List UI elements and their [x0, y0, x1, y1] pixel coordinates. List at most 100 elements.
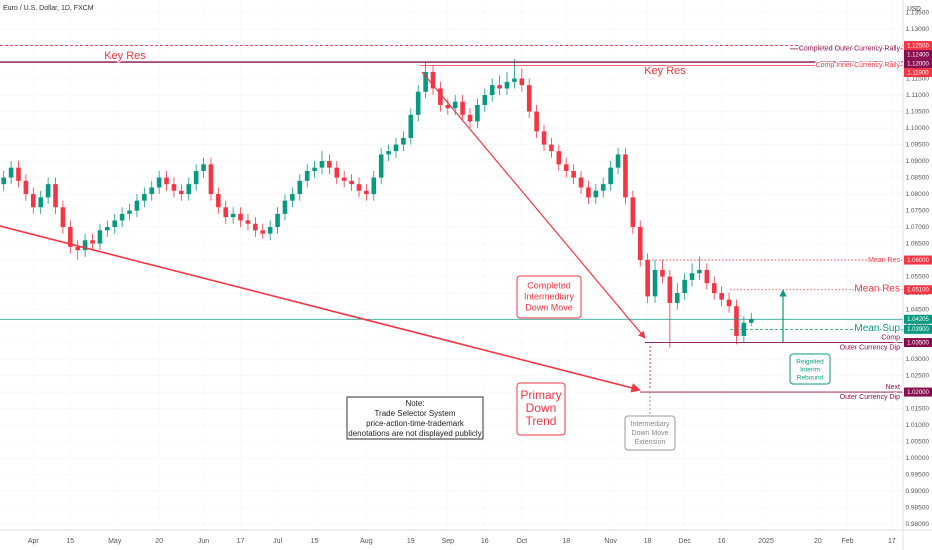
candle-body [97, 230, 103, 244]
level-note: Key Res [104, 50, 146, 62]
candle-body [563, 164, 569, 171]
candle-body [719, 293, 724, 300]
level-label: Comp [881, 334, 900, 341]
y-tick-label: 0.98500 [906, 504, 930, 511]
callout-text: Down Move [525, 302, 573, 312]
levels: Completed Outer Currency Rally Key Res Com… [0, 44, 903, 402]
candle-body [38, 197, 44, 208]
price-tag-label: 1.11900 [907, 70, 929, 76]
candle-body [608, 167, 613, 185]
candle-body [504, 81, 510, 89]
candle-body [105, 227, 110, 231]
candles [1, 58, 754, 348]
x-tick-label: 17 [888, 538, 896, 545]
candle-body [660, 269, 665, 277]
level-label: Comp Inner Currency Rally [816, 62, 901, 69]
candle-body [571, 170, 576, 178]
candle-body [267, 227, 273, 234]
x-tick-label: 15 [66, 538, 74, 545]
candle-body [460, 101, 465, 115]
candle-body [16, 167, 21, 181]
candle-body [8, 167, 14, 178]
candle-body [430, 71, 436, 89]
level-note: Key Res [644, 65, 686, 77]
note-text: denotations are not displayed publicly [348, 429, 481, 438]
candle-body [327, 161, 332, 168]
y-tick-label: 1.07000 [906, 224, 930, 231]
candle-body [489, 85, 495, 96]
y-tick-label: 1.01500 [906, 405, 930, 412]
level-label: Mean Sup [854, 323, 900, 334]
candle-body [90, 240, 95, 244]
y-tick-label: 1.05500 [906, 273, 930, 280]
price-tag [904, 285, 932, 295]
callout-text: Down Move [632, 430, 669, 437]
x-tick-label: Aug [360, 538, 373, 545]
candle-body [179, 190, 184, 195]
candle-body [378, 154, 384, 178]
price-tag-label: 1.12000 [907, 61, 929, 67]
price-tag [904, 255, 932, 265]
candle-body [282, 200, 288, 214]
primary-trend-line [0, 225, 641, 393]
candle-body [31, 194, 36, 208]
candle-body [304, 170, 310, 181]
y-tick-label: 1.09000 [906, 158, 930, 165]
y-tick-label: 1.13500 [906, 9, 930, 16]
candle-body [68, 227, 73, 247]
x-tick-label: 15 [311, 538, 319, 545]
candle-body [704, 269, 710, 284]
price-tag [904, 50, 932, 60]
callout: Primary Down Trend [516, 382, 566, 436]
price-tag-label: 1.06000 [907, 258, 929, 264]
price-tag [904, 41, 932, 51]
candle-body [297, 180, 303, 195]
y-tick-label: 1.13000 [906, 26, 930, 33]
candle-body [53, 184, 58, 208]
candle-body [312, 167, 317, 171]
candle-body [371, 177, 377, 195]
candle-body [60, 207, 66, 228]
candle-body [534, 111, 539, 132]
level-label: Mean Res [854, 283, 900, 294]
candle-body [615, 154, 621, 168]
grid [0, 12, 903, 525]
level-label: Outer Currency Dip [840, 394, 900, 401]
x-tick-label: 16 [718, 538, 726, 545]
callout-box [516, 382, 566, 436]
candle-body [623, 154, 628, 198]
candle-body [637, 227, 643, 261]
candle-body [230, 213, 236, 218]
x-tick-label: Apr [28, 538, 40, 545]
currency: USD [907, 6, 921, 13]
candle-body [341, 177, 347, 181]
y-tick-label: 1.10000 [906, 125, 930, 132]
callout-text: Rebound [797, 375, 824, 382]
y-tick-label: 1.08500 [906, 174, 930, 181]
candle-body [134, 200, 140, 211]
candle-body [734, 306, 739, 336]
candle-body [164, 177, 169, 185]
candle-body [208, 164, 214, 195]
candle-body [652, 269, 658, 297]
y-tick-label: 1.07500 [906, 207, 930, 214]
x-tick-label: 16 [481, 538, 489, 545]
candle-body [586, 187, 591, 198]
level-label: Completed Outer Currency Rally [799, 46, 901, 53]
price-tag [904, 68, 932, 78]
candle-body [578, 177, 584, 188]
callout-text: Down [526, 401, 557, 415]
candle-body [674, 293, 680, 303]
candle-body [526, 85, 532, 112]
price-tag-label: 1.02000 [907, 390, 929, 396]
candle-body [689, 273, 695, 280]
candle-body [438, 88, 443, 105]
x-tick-label: Jun [198, 538, 209, 545]
price-tag-label: 1.03500 [907, 340, 929, 346]
candle-body [45, 184, 51, 198]
candle-body [319, 161, 325, 168]
y-tick-label: 0.99500 [906, 471, 930, 478]
price-tag-label: 1.05100 [907, 288, 929, 294]
